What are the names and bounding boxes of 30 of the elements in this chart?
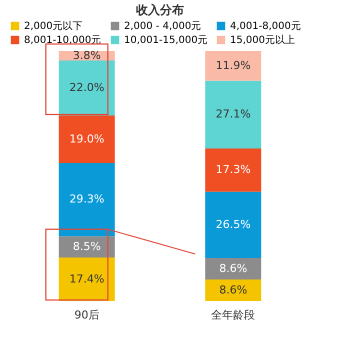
bar — [205, 51, 262, 81]
legend-label: 2,000元以下 — [24, 20, 83, 32]
bar — [205, 280, 262, 301]
data-label: 3.8% — [72, 48, 101, 62]
bar — [58, 116, 115, 163]
bar — [58, 163, 115, 236]
legend-label: 2,000 - 4,000元 — [124, 21, 202, 32]
data-label: 8.6% — [219, 262, 248, 275]
bar — [205, 192, 262, 258]
bar — [58, 60, 115, 116]
legend-label: 4,001-8,000元 — [230, 21, 301, 32]
legend-label: 10,001-15,000元 — [124, 35, 208, 46]
x-tick-label: 90后 — [74, 308, 100, 322]
data-label: 8.5% — [72, 240, 101, 253]
data-label: 19.0% — [69, 132, 104, 146]
data-label: 17.3% — [216, 163, 251, 176]
data-label: 8.6% — [219, 283, 248, 296]
bar — [205, 148, 262, 192]
data-label: 17.4% — [69, 272, 104, 286]
bar — [205, 258, 262, 280]
data-label: 29.3% — [69, 192, 104, 206]
data-label: 26.5% — [216, 218, 251, 231]
legend-label: 15,000元以上 — [230, 34, 295, 46]
x-tick-label: 全年龄段 — [211, 308, 256, 322]
data-label: 22.0% — [69, 81, 104, 94]
bar — [205, 80, 262, 148]
data-label: 11.9% — [216, 58, 251, 72]
data-label: 27.1% — [216, 108, 251, 121]
chart-title: 收入分布 — [136, 3, 184, 17]
bar — [58, 258, 115, 301]
